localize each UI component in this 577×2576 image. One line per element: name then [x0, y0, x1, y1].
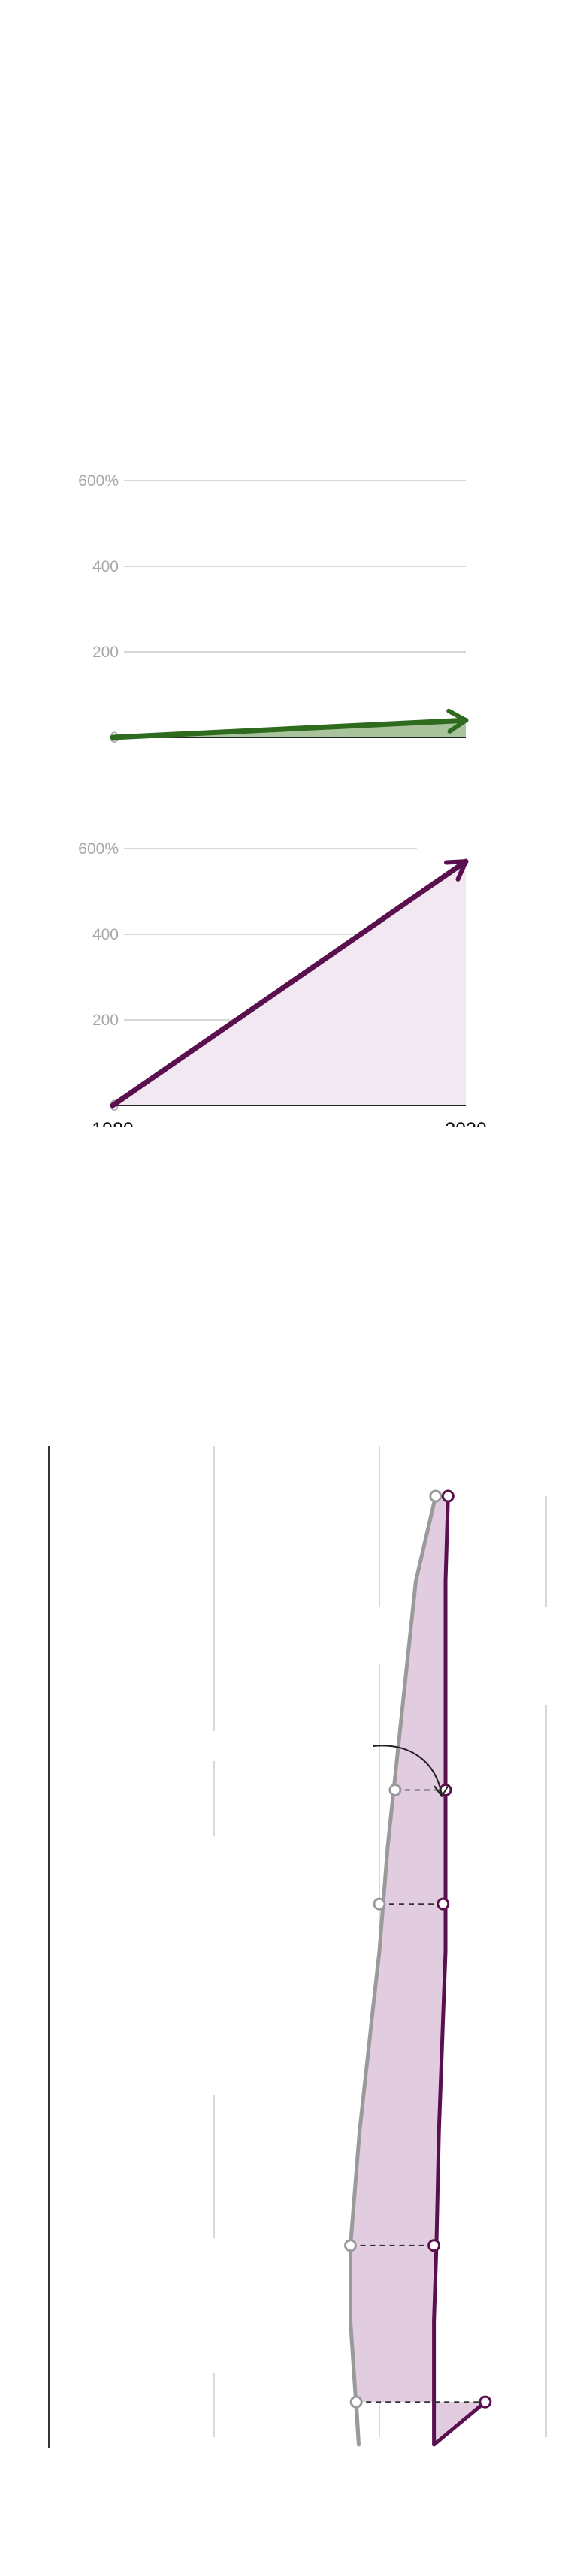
y-tick-label: 200: [92, 1012, 119, 1029]
x-tick-label: 2020: [445, 1119, 487, 1127]
marker-left: [344, 2239, 357, 2252]
marker-right: [441, 1489, 455, 1503]
y-tick-label: 400: [92, 926, 119, 943]
series-line: [110, 858, 469, 1109]
area-fill: [113, 861, 466, 1106]
marker-left: [388, 1784, 402, 1797]
annotation-arrow: [373, 1745, 443, 1796]
x-tick-label: 1980: [92, 1119, 134, 1127]
marker-right: [437, 1897, 450, 1911]
y-tick-label: 400: [92, 558, 119, 575]
marker-right: [427, 2239, 441, 2252]
y-tick-label: 600%: [78, 472, 119, 490]
y-tick-label: 200: [92, 644, 119, 661]
chart-purple: 0200400600%19802020: [78, 840, 487, 1127]
chart-green: 0200400600%19802020: [78, 472, 469, 747]
series-line-left: [349, 1495, 438, 2447]
arrowhead: [446, 708, 468, 734]
marker-left: [429, 1489, 443, 1503]
marker-left: [349, 2395, 363, 2409]
band-fill: [350, 1496, 485, 2445]
arrowhead: [444, 859, 468, 882]
annotation-arrowhead: [434, 1784, 449, 1797]
y-tick-label: 600%: [78, 840, 119, 858]
marker-right: [479, 2395, 492, 2409]
marker-left: [373, 1897, 386, 1911]
series-line-right: [432, 1495, 487, 2447]
chart-band: [48, 1446, 547, 2448]
series-line: [110, 717, 469, 741]
